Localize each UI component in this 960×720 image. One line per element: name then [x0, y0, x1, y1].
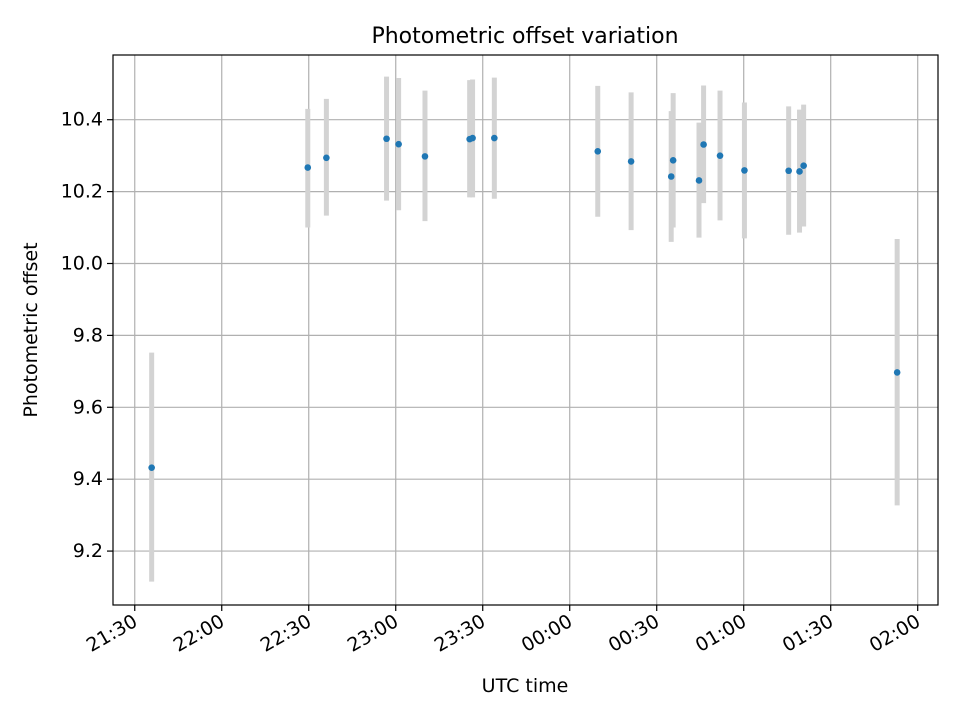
data-point [594, 148, 602, 155]
data-point [741, 167, 748, 174]
data-point [700, 141, 707, 148]
data-point [323, 154, 330, 162]
y-tick-label: 10.2 [61, 181, 103, 203]
x-axis-label: UTC time [482, 675, 569, 697]
plot-frame [112, 54, 939, 606]
data-point [395, 140, 402, 148]
data-point [469, 134, 476, 142]
data-point [893, 369, 901, 376]
plot-area [113, 55, 938, 605]
data-point [627, 158, 635, 165]
data-point [383, 135, 390, 143]
data-point [304, 164, 312, 171]
y-tick-label: 9.8 [73, 324, 103, 346]
data-point [667, 173, 675, 180]
y-axis-label: Photometric offset [20, 242, 42, 417]
data-point [148, 464, 155, 471]
y-tick-label: 9.2 [73, 540, 103, 562]
y-tick-label: 10.0 [61, 252, 103, 274]
data-point [669, 157, 677, 164]
y-tick-label: 9.4 [73, 468, 103, 490]
data-point [491, 134, 498, 142]
data-point [800, 162, 807, 170]
data-point [716, 152, 724, 159]
data-point [796, 168, 803, 175]
data-point [785, 167, 792, 175]
chart-title: Photometric offset variation [371, 24, 678, 49]
y-tick-label: 9.6 [73, 396, 103, 418]
y-tick-label: 10.4 [61, 109, 103, 131]
data-point [421, 153, 429, 160]
data-point [695, 177, 703, 184]
y-axis: 9.2 9.4 9.6 9.8 10.0 10.2 10.4 [61, 109, 113, 562]
data-points [148, 134, 901, 471]
